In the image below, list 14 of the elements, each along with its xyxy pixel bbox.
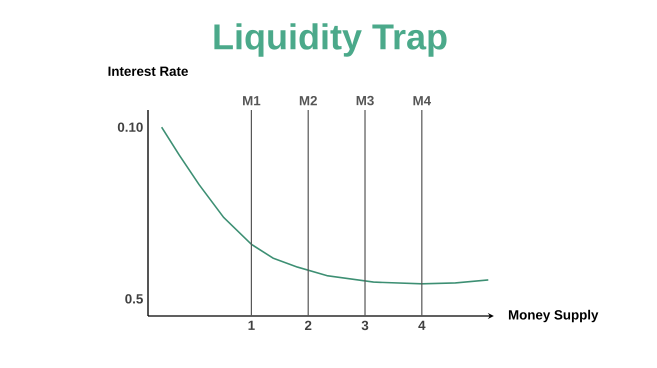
ref-line-label: M3 bbox=[356, 96, 374, 106]
x-axis-title: Money Supply bbox=[508, 310, 598, 322]
ref-line-label: M4 bbox=[413, 96, 432, 106]
ref-line-label: M1 bbox=[243, 96, 260, 106]
ref-line-label: M2 bbox=[300, 96, 317, 106]
x-tick-label: 1 bbox=[248, 320, 255, 330]
line-series bbox=[160, 126, 490, 285]
x-tick-label: 4 bbox=[418, 320, 426, 330]
y-tick-label: 0.10 bbox=[118, 122, 143, 132]
chart-title: Liquidity Trap bbox=[214, 23, 447, 57]
x-tick-label: 3 bbox=[362, 320, 368, 330]
y-axis-title: Interest Rate bbox=[108, 66, 188, 76]
x-tick-label: 2 bbox=[304, 320, 312, 330]
y-tick-label: 0.5 bbox=[125, 294, 143, 304]
